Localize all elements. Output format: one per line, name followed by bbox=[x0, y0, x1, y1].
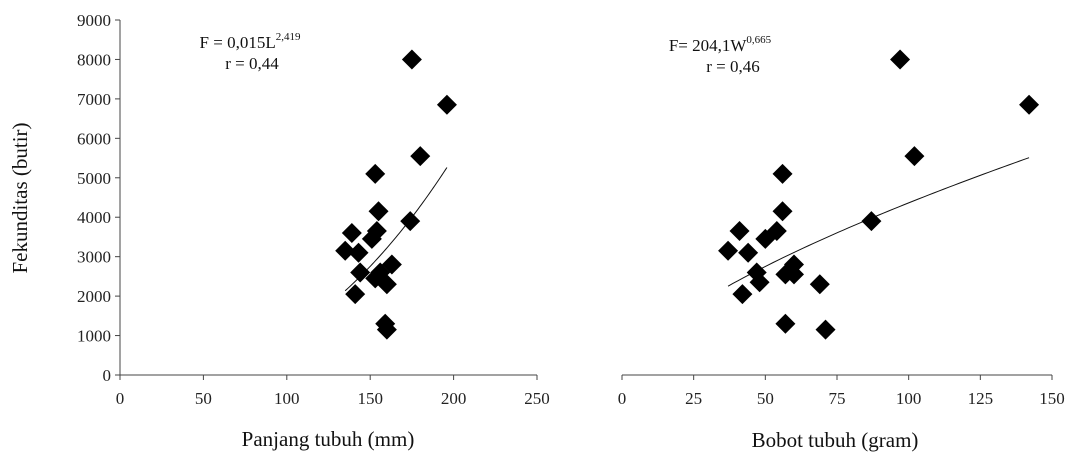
equation-left-exp: 2,419 bbox=[276, 31, 301, 43]
data-point bbox=[904, 146, 925, 167]
equation-right-exp: 0,665 bbox=[746, 34, 771, 46]
x-tick-label: 25 bbox=[685, 389, 702, 408]
data-point bbox=[335, 240, 356, 261]
x-tick-label: 150 bbox=[357, 389, 383, 408]
y-axis-label-left: Fekunditas (butir) bbox=[8, 122, 32, 273]
data-point bbox=[809, 274, 830, 295]
data-point bbox=[732, 284, 753, 305]
data-point bbox=[381, 254, 402, 275]
y-tick-label: 5000 bbox=[77, 169, 111, 188]
y-tick-label: 6000 bbox=[77, 129, 111, 148]
x-tick-label: 125 bbox=[968, 389, 994, 408]
data-point bbox=[365, 163, 386, 184]
chart-panel-weight: F= 204,1W0,665 r = 0,46 Bobot tubuh (gra… bbox=[618, 34, 1065, 452]
x-tick-label: 50 bbox=[757, 389, 774, 408]
equation-right: F= 204,1W0,665 bbox=[669, 34, 772, 55]
x-axis-label-right: Bobot tubuh (gram) bbox=[752, 428, 919, 452]
data-point bbox=[348, 242, 369, 263]
data-point bbox=[376, 274, 397, 295]
x-axis-label-left: Panjang tubuh (mm) bbox=[242, 427, 415, 451]
data-point bbox=[775, 313, 796, 334]
data-point bbox=[1019, 94, 1040, 115]
x-tick-label: 100 bbox=[274, 389, 300, 408]
correlation-right: r = 0,46 bbox=[706, 57, 760, 76]
data-point bbox=[341, 223, 362, 243]
x-tick-label: 200 bbox=[441, 389, 467, 408]
x-tick-label: 150 bbox=[1039, 389, 1065, 408]
x-tick-label: 75 bbox=[829, 389, 846, 408]
data-point bbox=[815, 319, 836, 340]
data-point bbox=[410, 146, 431, 167]
y-tick-label: 7000 bbox=[77, 90, 111, 109]
x-tick-label: 100 bbox=[896, 389, 922, 408]
y-tick-label: 3000 bbox=[77, 248, 111, 267]
data-point bbox=[729, 221, 750, 242]
trend-line bbox=[727, 157, 1030, 287]
data-point bbox=[400, 211, 421, 232]
x-tick-label: 0 bbox=[116, 389, 125, 408]
data-point bbox=[401, 49, 422, 70]
equation-left: F = 0,015L2,419 bbox=[200, 31, 301, 52]
data-point bbox=[376, 319, 397, 340]
data-point bbox=[890, 49, 911, 70]
equation-left-base: F = 0,015L bbox=[200, 33, 276, 52]
data-point bbox=[436, 94, 457, 115]
correlation-left: r = 0,44 bbox=[225, 54, 279, 73]
y-tick-label: 2000 bbox=[77, 287, 111, 306]
data-point bbox=[766, 221, 787, 242]
data-point bbox=[366, 221, 387, 242]
data-point bbox=[772, 201, 793, 222]
y-tick-label: 4000 bbox=[77, 208, 111, 227]
y-tick-label: 0 bbox=[103, 366, 112, 385]
data-point bbox=[368, 201, 389, 222]
data-point bbox=[350, 262, 371, 283]
y-tick-label: 8000 bbox=[77, 50, 111, 69]
data-point bbox=[738, 242, 759, 263]
chart-panel-length: F = 0,015L2,419 r = 0,44 Panjang tubuh (… bbox=[8, 11, 550, 451]
x-tick-label: 250 bbox=[524, 389, 550, 408]
equation-right-base: F= 204,1W bbox=[669, 36, 748, 55]
data-point bbox=[718, 240, 739, 261]
y-tick-label: 9000 bbox=[77, 11, 111, 30]
y-tick-label: 1000 bbox=[77, 327, 111, 346]
data-point bbox=[772, 163, 793, 184]
data-point bbox=[861, 211, 882, 232]
x-tick-label: 50 bbox=[195, 389, 212, 408]
data-point bbox=[749, 272, 770, 293]
data-point bbox=[345, 284, 366, 305]
data-point bbox=[784, 264, 804, 285]
x-tick-label: 0 bbox=[618, 389, 627, 408]
